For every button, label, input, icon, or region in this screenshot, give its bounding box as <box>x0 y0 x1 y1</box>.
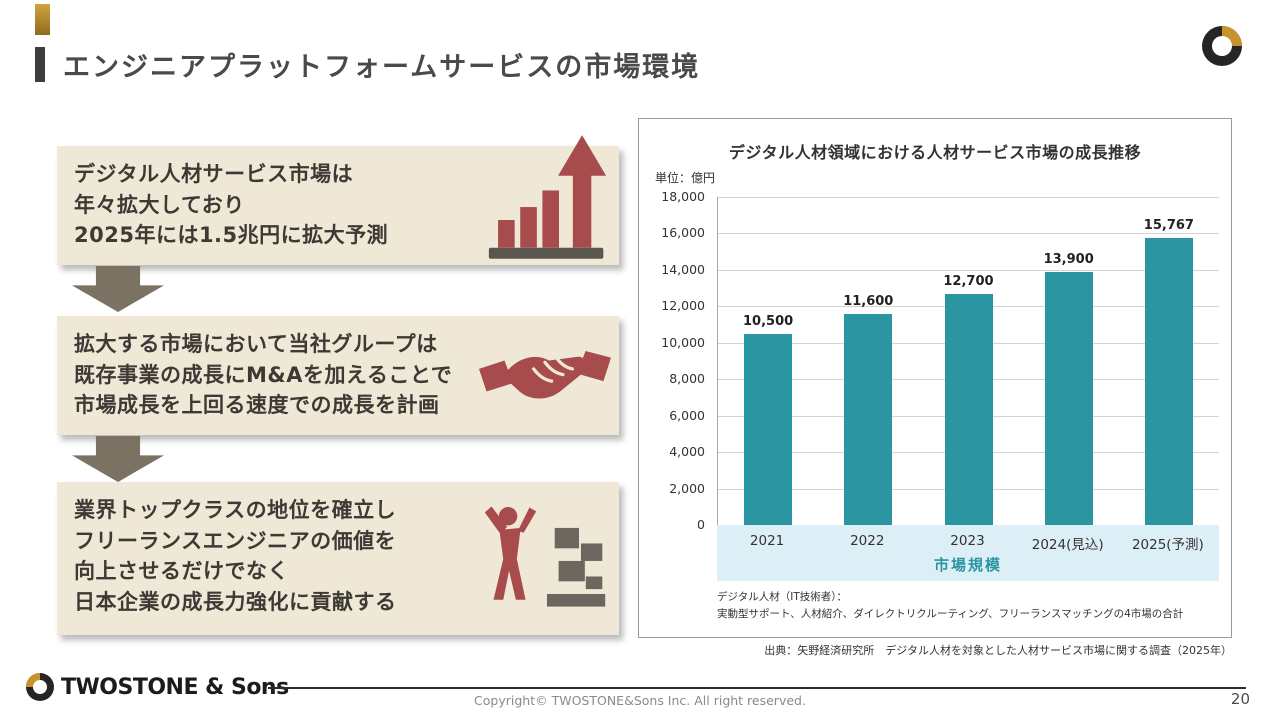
gridline <box>718 197 1219 198</box>
flow-box-text: デジタル人材サービス市場は 年々拡大しており 2025年には1.5兆円に拡大予測 <box>57 146 619 251</box>
page-title: エンジニアプラットフォームサービスの市場環境 <box>63 52 701 83</box>
y-tick-label: 16,000 <box>661 225 705 241</box>
y-tick-label: 10,000 <box>661 334 705 350</box>
source-citation: 出典：矢野経済研究所 デジタル人材を対象とした人材サービス市場に関する調査（20… <box>764 644 1232 657</box>
footnote-line: デジタル人材（IT技術者）： <box>717 591 848 603</box>
bar-value-label: 13,900 <box>1043 251 1094 267</box>
flow-box-group-strategy: 拡大する市場において当社グループは 既存事業の成長にM&Aを加えることで 市場成… <box>57 316 619 435</box>
x-axis-band: 市場規模 2021 2022 2023 2024(見込) 2025(予測) <box>717 525 1219 581</box>
gridline <box>718 233 1219 235</box>
flow-box-text: 業界トップクラスの地位を確立し フリーランスエンジニアの価値を 向上させるだけで… <box>57 482 619 617</box>
flow-box-market-growth: デジタル人材サービス市場は 年々拡大しており 2025年には1.5兆円に拡大予測 <box>57 135 619 265</box>
y-tick-label: 18,000 <box>661 189 705 204</box>
growth-chart-icon <box>487 126 607 266</box>
y-tick-label: 14,000 <box>661 261 705 277</box>
page-number: 20 <box>1230 690 1250 708</box>
flow-box-text: 拡大する市場において当社グループは 既存事業の成長にM&Aを加えることで 市場成… <box>57 316 619 421</box>
down-arrow-icon <box>72 436 164 482</box>
x-tick-label: 2022 <box>850 533 885 549</box>
axis-caption: 市場規模 <box>933 556 1002 574</box>
text-line: デジタル人材サービス市場は <box>74 162 354 186</box>
text-line: 向上させるだけでなく <box>74 559 289 583</box>
y-tick-label: 2,000 <box>669 480 705 496</box>
footer-brand: TWOSTONE & Sons <box>26 673 289 701</box>
bar-value-label: 11,600 <box>843 293 894 309</box>
twostone-logo-icon <box>26 673 54 701</box>
bar-value-label: 12,700 <box>943 273 994 289</box>
bar-2024(見込) <box>1044 271 1093 525</box>
bar-chart-plot: 10,500 11,600 12,700 13,900 15,767 <box>717 197 1219 526</box>
unit-label: 単位：億円 <box>655 171 716 185</box>
x-tick-label: 2023 <box>950 533 985 549</box>
copyright-text: Copyright© TWOSTONE&Sons Inc. All right … <box>474 693 806 708</box>
x-tick-label: 2025(予測) <box>1131 537 1204 553</box>
bar-value-label: 15,767 <box>1143 217 1194 233</box>
y-tick-label: 4,000 <box>669 444 705 460</box>
bar-2025(予測) <box>1144 237 1193 525</box>
chart-title: デジタル人材領域における人材サービス市場の成長推移 <box>728 143 1142 162</box>
flow-box-industry-position: 業界トップクラスの地位を確立し フリーランスエンジニアの価値を 向上させるだけで… <box>57 482 619 635</box>
down-arrow-icon <box>72 266 164 312</box>
x-tick-label: 2024(見込) <box>1031 537 1104 553</box>
title-accent-bar <box>35 47 45 82</box>
brand-name: TWOSTONE & Sons <box>61 674 289 700</box>
text-line: 日本企業の成長力強化に貢献する <box>74 589 397 614</box>
footer-divider <box>268 687 1246 689</box>
bar-2021 <box>744 333 793 525</box>
text-line: 2025年には1.5兆円に拡大予測 <box>74 223 389 247</box>
gridline <box>718 269 1219 271</box>
y-axis: 0 2,000 4,000 6,000 8,000 10,000 12,000 14,000 1… <box>639 189 711 532</box>
chart-panel: デジタル人材領域における人材サービス市場の成長推移 単位：億円 0 2,000 4,… <box>638 118 1232 638</box>
text-line: フリーランスエンジニアの価値を <box>74 528 397 553</box>
chart-footnote: デジタル人材（IT技術者）： 実動型サポート、人材紹介、ダイレクトリクルーティン… <box>717 589 1183 624</box>
y-tick-label: 0 <box>697 517 705 532</box>
text-line: 業界トップクラスの地位を確立し <box>74 498 397 522</box>
person-achievement-icon <box>477 500 613 618</box>
handshake-icon <box>479 330 611 422</box>
text-line: 拡大する市場において当社グループは <box>74 332 438 356</box>
text-line: 年々拡大しており <box>74 192 245 217</box>
twostone-logo-icon <box>1202 26 1242 66</box>
bar-2022 <box>844 313 893 525</box>
text-line: 市場成長を上回る速度での成長を計画 <box>74 393 440 417</box>
text-line: 既存事業の成長にM&Aを加えることで <box>74 362 453 387</box>
gold-accent-tab <box>35 4 50 35</box>
footnote-line: 実動型サポート、人材紹介、ダイレクトリクルーティング、フリーランスマッチングの4… <box>717 608 1184 621</box>
y-tick-label: 12,000 <box>661 298 705 314</box>
bar-value-label: 10,500 <box>743 313 794 329</box>
x-tick-label: 2021 <box>749 533 785 549</box>
bar-2023 <box>944 293 993 525</box>
y-tick-label: 6,000 <box>669 407 705 423</box>
y-tick-label: 8,000 <box>669 371 705 387</box>
